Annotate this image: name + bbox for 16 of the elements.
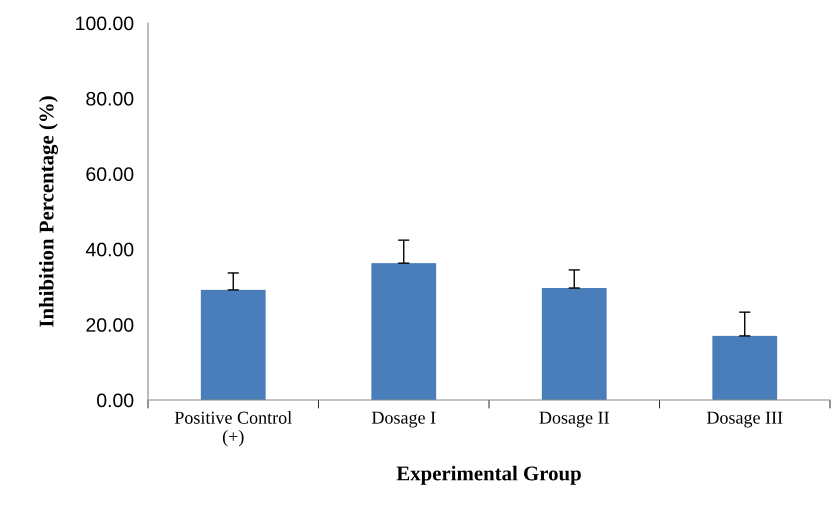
y-tick-label: 100.00 — [76, 16, 134, 30]
bar — [200, 290, 266, 400]
x-tick-label: Dosage I — [372, 412, 436, 428]
x-axis-title: Experimental Group — [396, 466, 581, 485]
y-tick-label: 0.00 — [97, 393, 134, 408]
x-tick-label: Positive Control (+) — [174, 411, 292, 446]
bar — [542, 288, 607, 400]
x-tick-label: Dosage III — [706, 412, 782, 428]
y-tick-label: 20.00 — [86, 318, 134, 332]
y-tick-label: 80.00 — [86, 92, 134, 106]
y-tick-label: 60.00 — [86, 167, 134, 182]
bar — [371, 263, 436, 400]
x-tick-label: Dosage II — [539, 412, 609, 428]
bar — [712, 336, 778, 400]
y-axis-title: Inhibition Percentage (%) — [38, 96, 58, 327]
y-tick-label: 40.00 — [86, 242, 134, 256]
